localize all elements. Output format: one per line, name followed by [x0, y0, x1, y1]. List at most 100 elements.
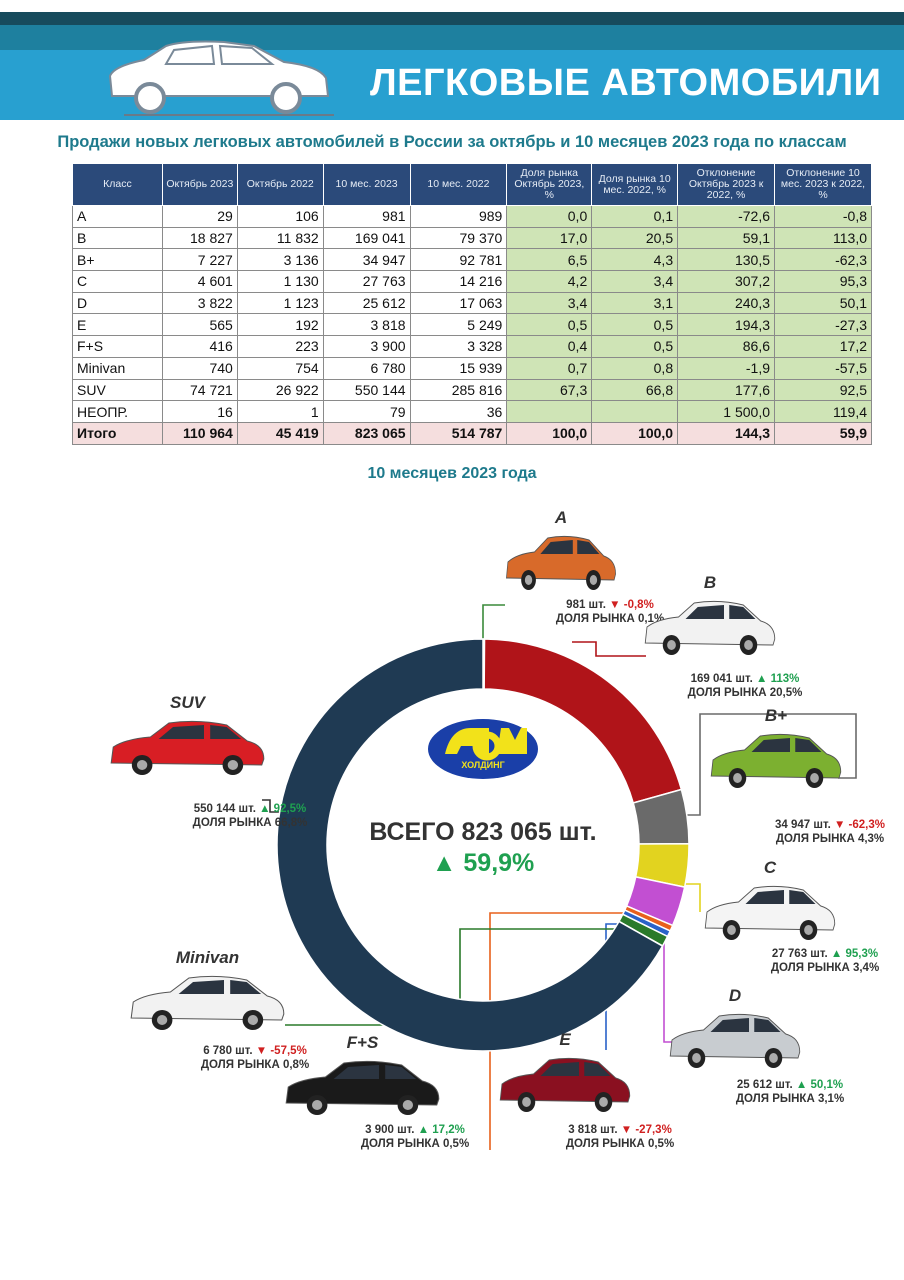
table-row: SUV 74 721 26 922 550 144 285 816 67,3 66,8 177…	[72, 378, 872, 402]
class-label: A	[555, 508, 567, 528]
connector-line	[684, 713, 857, 816]
column-header: Отклонение Октябрь 2023 к 2022, %	[677, 163, 776, 206]
value-cell: 45 419	[236, 421, 324, 445]
column-header: Отклонение 10 мес. 2023 к 2022, %	[774, 163, 872, 206]
value-cell: 4,3	[591, 248, 679, 272]
market-share: ДОЛЯ РЫНКА 0,5%	[360, 1138, 470, 1150]
class-cell: НЕОПР.	[72, 400, 163, 423]
value-cell: 0,5	[506, 313, 593, 337]
class-label: B+	[765, 706, 787, 726]
value-cell: 0,0	[506, 205, 593, 228]
car-image	[506, 535, 616, 590]
value-cell: 981	[322, 205, 411, 228]
class-label: C	[764, 858, 776, 878]
value-cell: 3,4	[591, 270, 679, 293]
change-percent: ▲ 113%	[756, 673, 800, 685]
value-cell: 285 816	[409, 378, 508, 402]
market-share: ДОЛЯ РЫНКА 20,5%	[687, 687, 803, 699]
class-label: D	[729, 986, 741, 1006]
column-header: Октябрь 2023	[161, 163, 238, 206]
table-row: НЕОПР. 16 1 79 36 1 500,0 119,4	[72, 400, 872, 423]
value-cell: 169 041	[322, 226, 411, 250]
value-cell: 177,6	[677, 378, 776, 402]
value-cell: 92 781	[409, 248, 508, 272]
class-name: SUV	[170, 693, 205, 712]
sales-table: Класс Октябрь 2023 Октябрь 2022 10 мес. 202…	[72, 163, 872, 445]
asm-holding-logo: ХОЛДИНГ	[428, 719, 538, 779]
change-percent: ▼ -62,3%	[833, 819, 885, 831]
table-total-row: Итого 110 964 45 419 823 065 514 787 100,0 100…	[72, 421, 872, 445]
value-cell: 14 216	[409, 270, 508, 293]
column-header: Доля рынка 10 мес. 2022, %	[591, 163, 679, 206]
value-cell: 66,8	[591, 378, 679, 402]
car-image	[644, 600, 776, 655]
header-band-mid	[0, 25, 904, 50]
connector-line	[285, 928, 650, 1026]
market-share: ДОЛЯ РЫНКА 4,3%	[775, 833, 885, 845]
market-share: ДОЛЯ РЫНКА 3,4%	[770, 962, 880, 974]
units-sold: 3 900 шт.	[365, 1124, 415, 1136]
value-cell: 20,5	[591, 226, 679, 250]
value-cell: 100,0	[506, 421, 593, 445]
value-cell: 106	[236, 205, 324, 228]
value-cell: 17,0	[506, 226, 593, 250]
class-label: SUV	[170, 693, 205, 713]
value-cell: 74 721	[161, 378, 238, 402]
class-stats: 550 144 шт. ▲ 92,5% ДОЛЯ РЫНКА 66,8%	[193, 802, 308, 830]
value-cell: 3 136	[236, 248, 324, 272]
class-stats: 27 763 шт. ▲ 95,3% ДОЛЯ РЫНКА 3,4%	[771, 947, 879, 975]
car-image	[130, 975, 285, 1030]
units-sold: 34 947 шт.	[775, 819, 831, 831]
value-cell: 92,5	[774, 378, 872, 402]
car-image	[704, 885, 836, 940]
change-percent: ▼ -0,8%	[609, 599, 654, 611]
value-cell: 740	[161, 356, 238, 380]
value-cell: 113,0	[774, 226, 872, 250]
connector-line	[489, 912, 640, 1150]
value-cell: 86,6	[677, 335, 776, 358]
connector-line	[262, 799, 280, 813]
units-sold: 550 144 шт.	[193, 803, 256, 815]
column-header: 10 мес. 2023	[322, 163, 411, 206]
class-cell: SUV	[72, 378, 163, 402]
class-label: Minivan	[176, 948, 239, 968]
car-image	[710, 733, 842, 788]
chart-center-summary: ВСЕГО 823 065 шт. ▲ 59,9%	[333, 818, 633, 878]
value-cell: 0,1	[591, 205, 679, 228]
change-percent: ▼ -27,3%	[620, 1124, 672, 1136]
header-band-dark	[0, 12, 904, 25]
value-cell: 1 500,0	[677, 400, 776, 423]
value-cell: 110 964	[161, 421, 238, 445]
class-label: B	[704, 573, 716, 593]
change-percent: ▼ -57,5%	[255, 1045, 307, 1057]
class-name: D	[728, 986, 742, 1005]
total-change: ▲ 59,9%	[431, 849, 535, 877]
value-cell: 100,0	[591, 421, 679, 445]
slice-suv	[276, 638, 664, 1052]
value-cell: -27,3	[774, 313, 872, 337]
units-sold: 3 818 шт.	[568, 1124, 618, 1136]
market-share: ДОЛЯ РЫНКА 0,8%	[200, 1059, 310, 1071]
car-image	[499, 1057, 631, 1112]
value-cell: 29	[161, 205, 238, 228]
value-cell: 95,3	[774, 270, 872, 293]
class-name: A	[554, 508, 568, 527]
page-title: ЛЕГКОВЫЕ АВТОМОБИЛИ	[370, 62, 882, 104]
class-stats: 25 612 шт. ▲ 50,1% ДОЛЯ РЫНКА 3,1%	[736, 1078, 844, 1106]
units-sold: 981 шт.	[566, 599, 606, 611]
value-cell: 6 780	[322, 356, 411, 380]
column-header: Октябрь 2022	[236, 163, 324, 206]
change-percent: ▲ 17,2%	[417, 1124, 465, 1136]
value-cell: 26 922	[236, 378, 324, 402]
car-image	[110, 720, 265, 775]
class-name: Minivan	[175, 948, 240, 967]
class-cell: B+	[72, 248, 163, 272]
value-cell: 240,3	[677, 291, 776, 315]
value-cell: 514 787	[409, 421, 508, 445]
total-units: ВСЕГО 823 065 шт.	[369, 818, 597, 846]
value-cell: 36	[409, 400, 508, 423]
units-sold: 6 780 шт.	[203, 1045, 253, 1057]
class-stats: 6 780 шт. ▼ -57,5% ДОЛЯ РЫНКА 0,8%	[201, 1044, 309, 1072]
table-row: B+ 7 227 3 136 34 947 92 781 6,5 4,3 130,5 -62,3	[72, 248, 872, 272]
